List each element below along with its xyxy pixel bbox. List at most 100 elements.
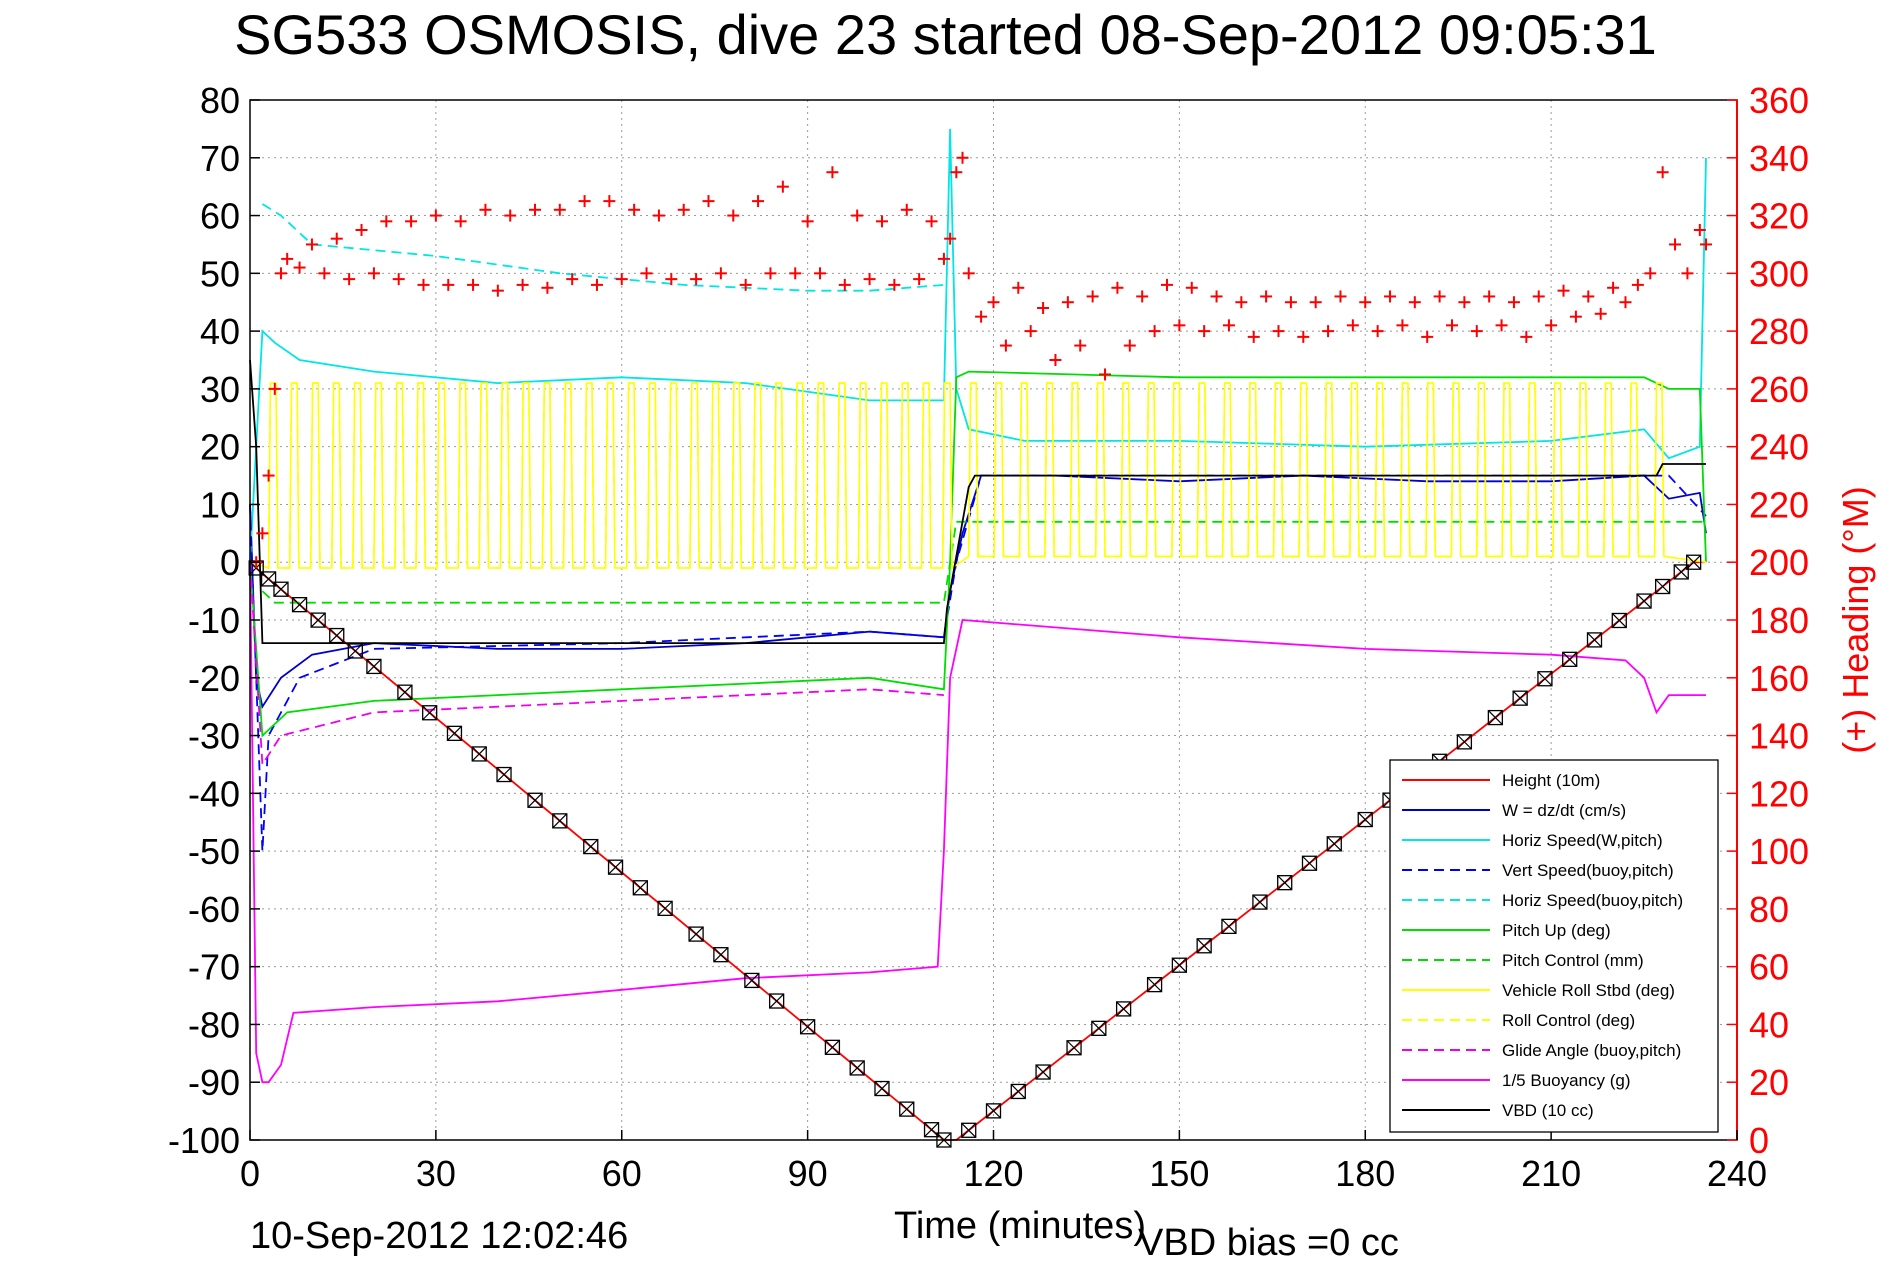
legend-entry: Height (10m) [1502, 771, 1600, 790]
heading-marker [504, 209, 517, 222]
x-tick-label: 30 [416, 1153, 456, 1194]
x-tick-label: 60 [602, 1153, 642, 1194]
heading-marker [256, 527, 269, 540]
right-axis-label: (+) Heading (°M) [1835, 486, 1876, 753]
heading-marker [1322, 325, 1335, 338]
heading-marker [975, 310, 988, 323]
heading-marker [1495, 319, 1508, 332]
heading-marker [281, 252, 294, 265]
depth-marker [768, 993, 785, 1009]
heading-marker [1396, 319, 1409, 332]
depth-marker [583, 838, 599, 855]
right-tick-label: 220 [1749, 484, 1809, 525]
heading-marker [553, 203, 566, 216]
x-axis: 0 30 60 90 120 150 180 210 240 [240, 1130, 1767, 1194]
heading-marker [937, 252, 950, 265]
left-tick-label: 40 [200, 311, 240, 352]
heading-marker [1210, 290, 1223, 303]
left-tick-label: 80 [200, 80, 240, 121]
left-tick-label: -40 [188, 773, 240, 814]
heading-marker [1607, 281, 1620, 294]
heading-marker [1086, 290, 1099, 303]
heading-marker [1136, 290, 1149, 303]
depth-marker [446, 725, 463, 741]
vbd-bias-label: VBD bias =0 cc [1138, 1222, 1399, 1264]
heading-marker [776, 180, 789, 193]
depth-marker [1636, 593, 1652, 609]
left-tick-label: 10 [200, 484, 240, 525]
chart-title: SG533 OSMOSIS, dive 23 started 08-Sep-20… [234, 3, 1657, 66]
depth-marker [1673, 564, 1689, 580]
heading-marker [1371, 325, 1384, 338]
heading-marker [727, 209, 740, 222]
depth-marker [1010, 1083, 1026, 1100]
depth-marker [1091, 1020, 1107, 1036]
heading-marker [417, 278, 430, 291]
heading-marker [1433, 290, 1446, 303]
heading-marker [467, 278, 480, 291]
heading-marker [1644, 267, 1657, 280]
heading-marker [566, 273, 579, 286]
heading-marker [1700, 238, 1713, 251]
depth-marker [1326, 836, 1342, 852]
right-tick-label: 0 [1749, 1120, 1769, 1161]
heading-marker [1458, 296, 1471, 309]
heading-marker [764, 267, 777, 280]
depth-marker [744, 972, 760, 989]
right-tick-label: 140 [1749, 716, 1809, 757]
depth-marker [1115, 1001, 1132, 1017]
heading-marker [1470, 325, 1483, 338]
right-tick-label: 340 [1749, 138, 1809, 179]
depth-marker [1456, 734, 1473, 750]
series-pitch-up-deg [249, 370, 1707, 738]
heading-marker [274, 267, 287, 280]
heading-marker [739, 278, 752, 291]
heading-marker [1309, 296, 1322, 309]
heading-marker [262, 469, 275, 482]
heading-marker [950, 166, 963, 179]
right-tick-label: 120 [1749, 773, 1809, 814]
x-tick-label: 0 [240, 1153, 260, 1194]
heading-marker [640, 267, 653, 280]
heading-marker [826, 166, 839, 179]
heading-marker [541, 281, 554, 294]
heading-marker [1483, 290, 1496, 303]
heading-marker [1545, 319, 1558, 332]
depth-marker [1171, 957, 1188, 973]
heading-marker [987, 296, 1000, 309]
heading-marker [1198, 325, 1211, 338]
depth-marker [1146, 976, 1163, 993]
left-tick-label: -100 [168, 1120, 240, 1161]
heading-marker [1099, 368, 1112, 381]
left-tick-label: 50 [200, 253, 240, 294]
heading-marker [925, 215, 938, 228]
heading-marker [1235, 296, 1248, 309]
heading-marker [1148, 325, 1161, 338]
depth-marker [799, 1019, 816, 1035]
legend-entry: Vehicle Roll Stbd (deg) [1502, 981, 1675, 1000]
right-tick-label: 100 [1749, 831, 1809, 872]
depth-marker [310, 612, 326, 628]
left-axis: 80 70 60 50 40 30 20 10 0 -10 -20 -30 -40 -50 -60 -70 -8… [168, 80, 260, 1161]
depth-marker [985, 1103, 1002, 1119]
heading-marker [1061, 296, 1074, 309]
heading-marker [1037, 302, 1050, 314]
series-vbd-10-cc [249, 359, 1706, 644]
heading-marker [429, 209, 442, 222]
heading-marker [330, 232, 343, 245]
heading-marker [1693, 224, 1706, 236]
depth-marker [632, 880, 648, 896]
right-tick-label: 40 [1749, 1004, 1789, 1045]
heading-marker [665, 273, 678, 286]
heading-marker [1111, 281, 1124, 294]
depth-marker [1562, 651, 1578, 667]
x-tick-label: 120 [963, 1153, 1023, 1194]
heading-marker [1024, 325, 1037, 338]
legend-entry: Pitch Up (deg) [1502, 921, 1611, 940]
depth-marker [874, 1080, 890, 1097]
depth-marker [1277, 875, 1293, 891]
depth-marker [688, 926, 704, 942]
legend-entry: W = dz/dt (cm/s) [1502, 801, 1626, 820]
heading-marker [305, 238, 318, 251]
